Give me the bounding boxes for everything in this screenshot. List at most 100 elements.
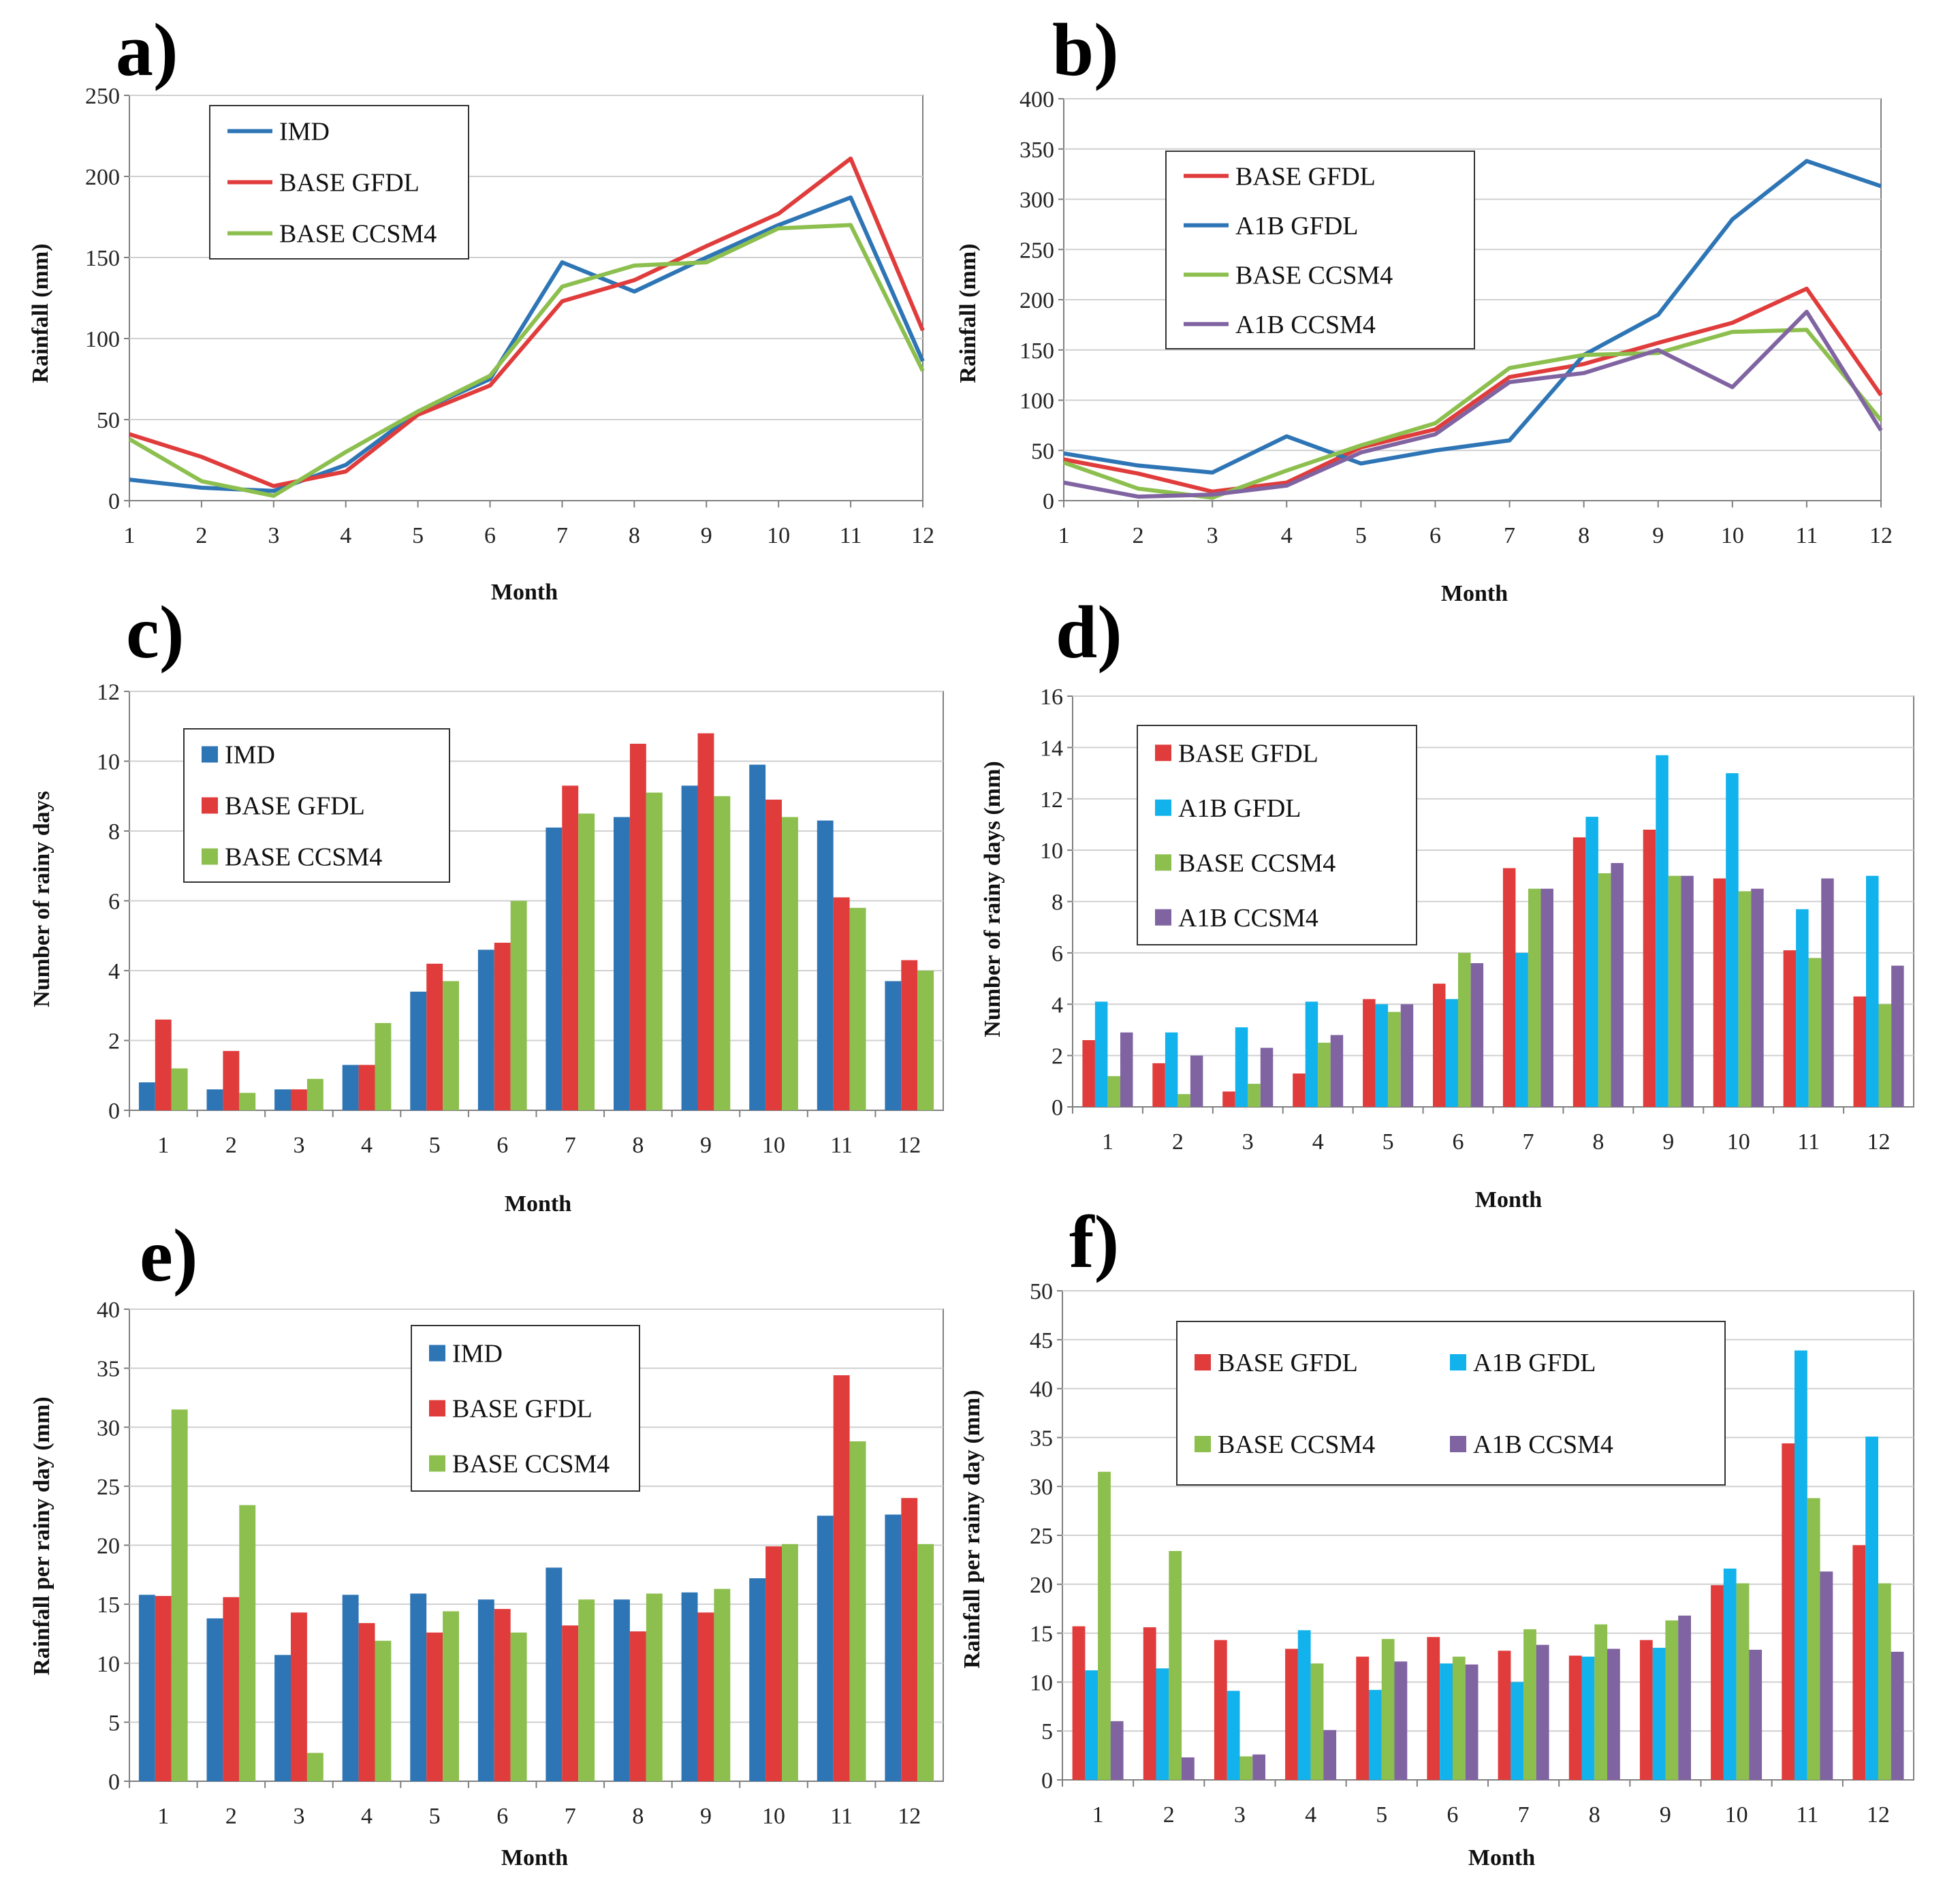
bar-e-2-4 [375, 1640, 392, 1781]
y-tick-label-f: 20 [1030, 1573, 1053, 1598]
legend-label-c-0: IMD [225, 741, 275, 770]
bar-d-1-3 [1235, 1027, 1248, 1107]
bar-d-3-12 [1891, 965, 1904, 1107]
bar-f-2-11 [1807, 1498, 1820, 1780]
x-tick-label-d: 1 [1102, 1129, 1113, 1155]
x-tick-label-e: 8 [632, 1804, 644, 1829]
panel-label-b: b) [1052, 8, 1119, 91]
panel-label-e: e) [140, 1214, 197, 1297]
bar-d-2-1 [1107, 1076, 1120, 1107]
bar-c-1-1 [155, 1019, 172, 1111]
bar-d-0-5 [1363, 999, 1376, 1107]
legend-label-b-1: A1B GFDL [1235, 212, 1359, 240]
bar-f-1-2 [1156, 1668, 1169, 1780]
x-tick-label-a: 2 [195, 523, 207, 548]
bar-d-0-12 [1853, 996, 1866, 1107]
bar-e-2-2 [239, 1505, 256, 1781]
y-tick-label-a: 250 [85, 84, 120, 109]
x-tick-label-e: 1 [157, 1804, 169, 1829]
bar-d-2-2 [1177, 1094, 1190, 1107]
y-tick-label-b: 0 [1043, 489, 1054, 514]
bar-d-2-11 [1808, 958, 1822, 1107]
y-tick-label-b: 150 [1019, 339, 1054, 364]
legend-marker-f-0 [1195, 1354, 1211, 1370]
bar-c-1-6 [494, 943, 511, 1110]
y-axis-title-a: Rainfall (mm) [28, 244, 53, 383]
bar-d-2-5 [1388, 1012, 1401, 1107]
legend-d: BASE GFDL A1B GFDL BASE CCSM4 A1B CCSM4 [1137, 725, 1417, 945]
x-tick-label-d: 2 [1172, 1129, 1184, 1155]
x-tick-label-f: 11 [1796, 1802, 1818, 1828]
bar-f-1-11 [1795, 1350, 1807, 1780]
x-tick-label-a: 4 [340, 523, 351, 548]
bar-d-1-10 [1726, 773, 1739, 1107]
y-tick-label-a: 100 [85, 327, 120, 352]
x-tick-label-d: 7 [1522, 1129, 1534, 1155]
bar-c-1-8 [629, 743, 646, 1110]
bar-d-3-9 [1681, 875, 1694, 1107]
legend-label-d-3: A1B CCSM4 [1178, 904, 1318, 933]
bar-d-1-8 [1585, 817, 1598, 1107]
bar-d-3-7 [1540, 888, 1553, 1107]
y-tick-label-f: 10 [1030, 1670, 1053, 1695]
y-tick-label-e: 40 [97, 1298, 120, 1323]
bar-f-3-2 [1182, 1757, 1195, 1780]
y-tick-label-d: 14 [1040, 736, 1063, 761]
panel-c: c) Month Number of rainy days [29, 591, 571, 1217]
bar-d-2-6 [1458, 952, 1471, 1107]
bar-e-2-10 [782, 1544, 798, 1781]
x-tick-label-a: 1 [124, 523, 136, 548]
bar-f-1-3 [1227, 1691, 1240, 1780]
series-line-b-3 [1063, 309, 1883, 499]
bar-c-0-11 [817, 820, 834, 1110]
bar-c-2-11 [849, 907, 866, 1111]
legend-f: BASE GFDL A1B GFDL BASE CCSM4 A1B CCSM4 [1176, 1321, 1726, 1486]
y-tick-label-f: 0 [1041, 1768, 1053, 1793]
legend-box-c [183, 728, 450, 883]
legend-label-e-0: IMD [452, 1340, 503, 1368]
y-tick-label-d: 8 [1052, 890, 1063, 915]
panel-label-f: f) [1069, 1200, 1119, 1283]
x-tick-label-b: 9 [1652, 523, 1664, 548]
bar-f-1-4 [1297, 1630, 1311, 1780]
y-tick-label-a: 200 [85, 165, 120, 190]
bar-f-3-6 [1465, 1664, 1479, 1780]
bar-d-1-7 [1515, 952, 1528, 1107]
x-tick-label-b: 11 [1796, 523, 1818, 548]
bar-f-2-1 [1098, 1471, 1111, 1780]
bar-e-1-11 [833, 1375, 850, 1781]
y-tick-label-b: 350 [1019, 138, 1054, 163]
bar-e-0-8 [614, 1599, 630, 1781]
bar-f-2-8 [1594, 1624, 1608, 1780]
bar-c-0-8 [614, 817, 630, 1110]
x-tick-label-d: 10 [1727, 1129, 1750, 1155]
x-tick-label-f: 9 [1660, 1802, 1671, 1828]
bar-d-0-7 [1502, 868, 1516, 1107]
y-tick-label-b: 50 [1031, 439, 1054, 464]
x-tick-label-b: 6 [1429, 523, 1441, 548]
x-tick-label-c: 10 [762, 1133, 785, 1158]
legend-label-e-2: BASE CCSM4 [452, 1450, 610, 1479]
bar-e-1-1 [155, 1596, 172, 1781]
y-tick-label-f: 45 [1030, 1328, 1053, 1353]
bar-d-3-5 [1400, 1004, 1414, 1108]
legend-c: IMD BASE GFDL BASE CCSM4 [183, 728, 450, 883]
bar-e-0-1 [138, 1595, 155, 1781]
y-tick-label-c: 0 [108, 1099, 120, 1124]
bar-e-0-3 [274, 1655, 291, 1781]
x-tick-label-a: 7 [556, 523, 568, 548]
bar-c-2-8 [646, 792, 663, 1110]
y-tick-label-b: 250 [1019, 238, 1054, 263]
x-tick-label-f: 4 [1305, 1802, 1316, 1828]
x-tick-label-c: 12 [898, 1133, 921, 1158]
bar-e-2-6 [510, 1632, 527, 1781]
x-tick-label-a: 9 [701, 523, 712, 548]
bar-f-0-7 [1498, 1650, 1511, 1780]
legend-e: IMD BASE GFDL BASE CCSM4 [411, 1325, 640, 1492]
x-tick-label-f: 7 [1518, 1802, 1530, 1828]
y-tick-label-e: 5 [108, 1710, 120, 1736]
x-tick-label-b: 1 [1058, 523, 1070, 548]
bar-d-0-3 [1222, 1091, 1235, 1107]
